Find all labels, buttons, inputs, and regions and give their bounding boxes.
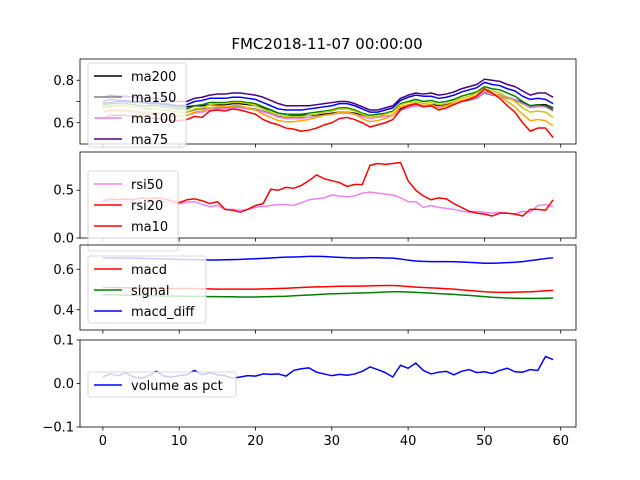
x-tick-label: 60 (552, 434, 569, 449)
legend-label-ma200: ma200 (131, 70, 176, 85)
x-tick-label: 20 (247, 434, 264, 449)
legend-price: ma200 ma150 ma100 ma75 (87, 62, 187, 148)
x-tick-label: 30 (324, 434, 341, 449)
x-tick-label: 40 (400, 434, 417, 449)
legend-label-rsi50: rsi50 (131, 178, 163, 193)
legend-label-macd_diff: macd_diff (131, 305, 195, 320)
y-tick-label: 0.6 (53, 263, 74, 278)
legend-label-rsi20: rsi20 (131, 199, 163, 214)
y-tick-label: 0.1 (53, 334, 74, 349)
legend-box (87, 62, 187, 148)
legend-label-ma150: ma150 (131, 91, 176, 106)
chart-title: FMC2018-11-07 00:00:00 (231, 35, 422, 53)
legend-box (87, 255, 207, 324)
legend-volume: volume as pct (87, 371, 237, 398)
legend-label-ma10: ma10 (131, 220, 168, 235)
y-tick-label: −0.1 (42, 421, 74, 436)
y-tick-label: 0.8 (53, 74, 74, 89)
axes-frame-macd (79, 244, 577, 331)
panel-rsi: 0.0 0.5 rsi50 rsi20 ma10 (53, 151, 577, 252)
y-tick-label: 0.4 (53, 303, 74, 318)
legend-rsi: rsi50 rsi20 ma10 (87, 170, 179, 252)
y-tick-label: 0.0 (53, 377, 74, 392)
panel-macd: 0.4 0.6 macd signal macd_diff (53, 244, 577, 334)
panel-volume: −0.1 0.0 0.1 0 10 20 30 40 50 60 volume as pct (42, 334, 577, 449)
legend-label-volume-as-pct: volume as pct (131, 379, 223, 394)
legend-box (87, 170, 179, 252)
y-tick-label: 0.0 (53, 232, 74, 247)
legend-label-macd: macd (131, 263, 167, 278)
y-tick-label: 0.6 (53, 116, 74, 131)
y-tick-label: 0.5 (53, 184, 74, 199)
panel-price: 0.6 0.8 ma200 ma150 ma100 ma75 (53, 58, 577, 148)
x-tick-label: 10 (171, 434, 188, 449)
legend-box (87, 371, 237, 398)
axes-frame-rsi (79, 151, 577, 239)
x-tick-label: 0 (99, 434, 107, 449)
legend-label-signal: signal (131, 284, 169, 299)
legend-label-ma100: ma100 (131, 112, 176, 127)
x-tick-label: 50 (476, 434, 493, 449)
legend-label-ma75: ma75 (131, 133, 168, 148)
legend-macd: macd signal macd_diff (87, 255, 207, 324)
